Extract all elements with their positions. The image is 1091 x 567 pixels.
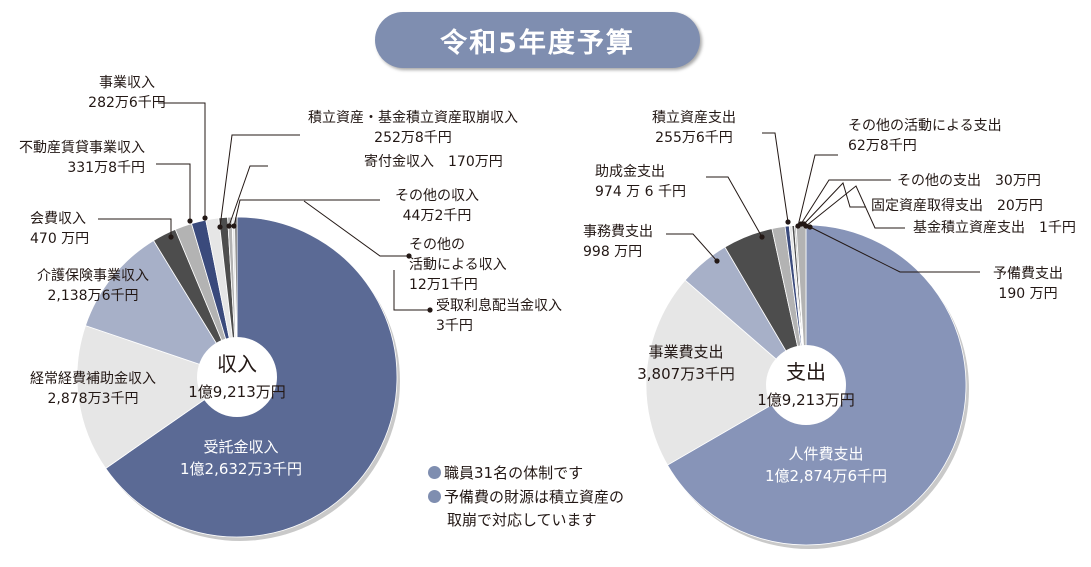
leader-dot [714,258,720,264]
leader-line [156,163,191,221]
slice-label: 会費収入 [30,211,86,227]
leader-dot [168,234,174,240]
slice-label: 予備費支出 [993,266,1063,282]
leader-dot [187,218,193,224]
slice-value: 252万8千円 [374,130,452,146]
pie-center-label: 収入 [217,352,257,376]
slice-value: 3千円 [436,318,473,334]
note-reserve-cont: 取崩で対応しています [447,509,597,530]
pie-center-value: 1億9,213万円 [188,383,286,401]
pie-center [766,345,846,425]
slice-label: 寄付金収入 170万円 [364,153,503,170]
leader-line [809,226,980,273]
pie-slice-1 [645,279,807,466]
slice-label: 助成金支出 [595,164,665,180]
leader-line [805,185,905,229]
leader-line [233,199,380,227]
slice-value: 44万2千円 [403,208,472,224]
leader-dot [406,253,412,259]
leader-dot [803,223,809,229]
pie-center-label: 支出 [786,360,826,384]
leader-dot [427,307,433,313]
slice-value: 1億2,874万6千円 [765,467,887,485]
leader-dot [807,224,813,230]
slice-label: 受託金収入 [203,438,278,456]
slice-label: その他の [409,237,465,253]
slice-label: 経常経費補助金収入 [30,371,156,387]
leader-line [98,218,172,237]
note-staff-text: 職員31名の体制です [444,464,584,482]
slice-label: その他の活動による支出 [848,118,1002,134]
slice-value: 1億2,632万3千円 [180,460,302,478]
leader-dot [217,224,223,230]
leader-dot [202,215,208,221]
slice-label: 基金積立資産支出 1千円 [913,219,1076,236]
pie-center [197,337,277,417]
slice-label: 固定資産取得支出 20万円 [871,197,1043,214]
leader-dot [759,234,765,240]
slice-value: 282万6千円 [88,95,166,111]
leader-dot [231,223,237,229]
leader-line [158,102,206,218]
leader-line [393,270,430,311]
slice-value: 255万6千円 [655,130,733,146]
leader-line [303,200,409,257]
slice-value: 190 万円 [998,286,1057,302]
slice-label: その他の収入 [395,188,479,204]
note-reserve-text: 予備費の財源は積立資産の [444,488,625,506]
slice-label: 介護保険事業収入 [37,268,149,284]
slice-label: 活動による収入 [409,257,507,273]
slice-value: 12万1千円 [409,277,478,293]
slice-label: 事務費支出 [583,224,653,240]
slice-label: 積立資産・基金積立資産取崩収入 [308,109,518,126]
slice-label: 事業費支出 [648,343,723,361]
slice-value: 2,138万6千円 [48,288,139,304]
slice-label: 受取利息配当金収入 [436,297,562,314]
leader-line [666,233,718,262]
slice-value: 2,878万3千円 [48,391,139,407]
slice-value: 470 万円 [30,231,89,247]
pie-slice-1 [76,325,238,469]
slice-value: 331万8千円 [67,160,145,176]
leader-dot [226,223,232,229]
slice-label: 積立資産支出 [652,110,736,126]
leader-line [762,132,789,223]
note-staff: 職員31名の体制です [428,462,583,483]
note-reserve: 予備費の財源は積立資産の [428,486,624,507]
slice-label: 人件費支出 [788,445,863,463]
pie-center-value: 1億9,213万円 [757,391,855,409]
slice-label: その他の支出 30万円 [897,173,1041,189]
leader-dot [785,219,791,225]
slice-value: 62万8千円 [848,138,917,154]
slice-value: 998 万円 [583,244,642,260]
bullet-dot-icon [428,490,441,503]
slice-label: 事業収入 [99,75,155,91]
slice-label: 不動産賃貸事業収入 [19,140,145,156]
slice-value: 3,807万3千円 [637,365,735,383]
leader-line [219,134,300,228]
leader-line [797,154,838,227]
pie-slice-2 [84,239,238,378]
leader-line [800,179,891,225]
title-badge: 令和5年度予算 [375,12,700,68]
slice-value: 974 万 6 千円 [595,184,686,200]
leader-line [706,176,763,238]
bullet-dot-icon [428,466,441,479]
page-title: 令和5年度予算 [440,27,635,59]
leader-line [803,182,866,225]
leader-line [228,165,268,227]
note-reserve-text-2: 取崩で対応しています [447,511,597,529]
